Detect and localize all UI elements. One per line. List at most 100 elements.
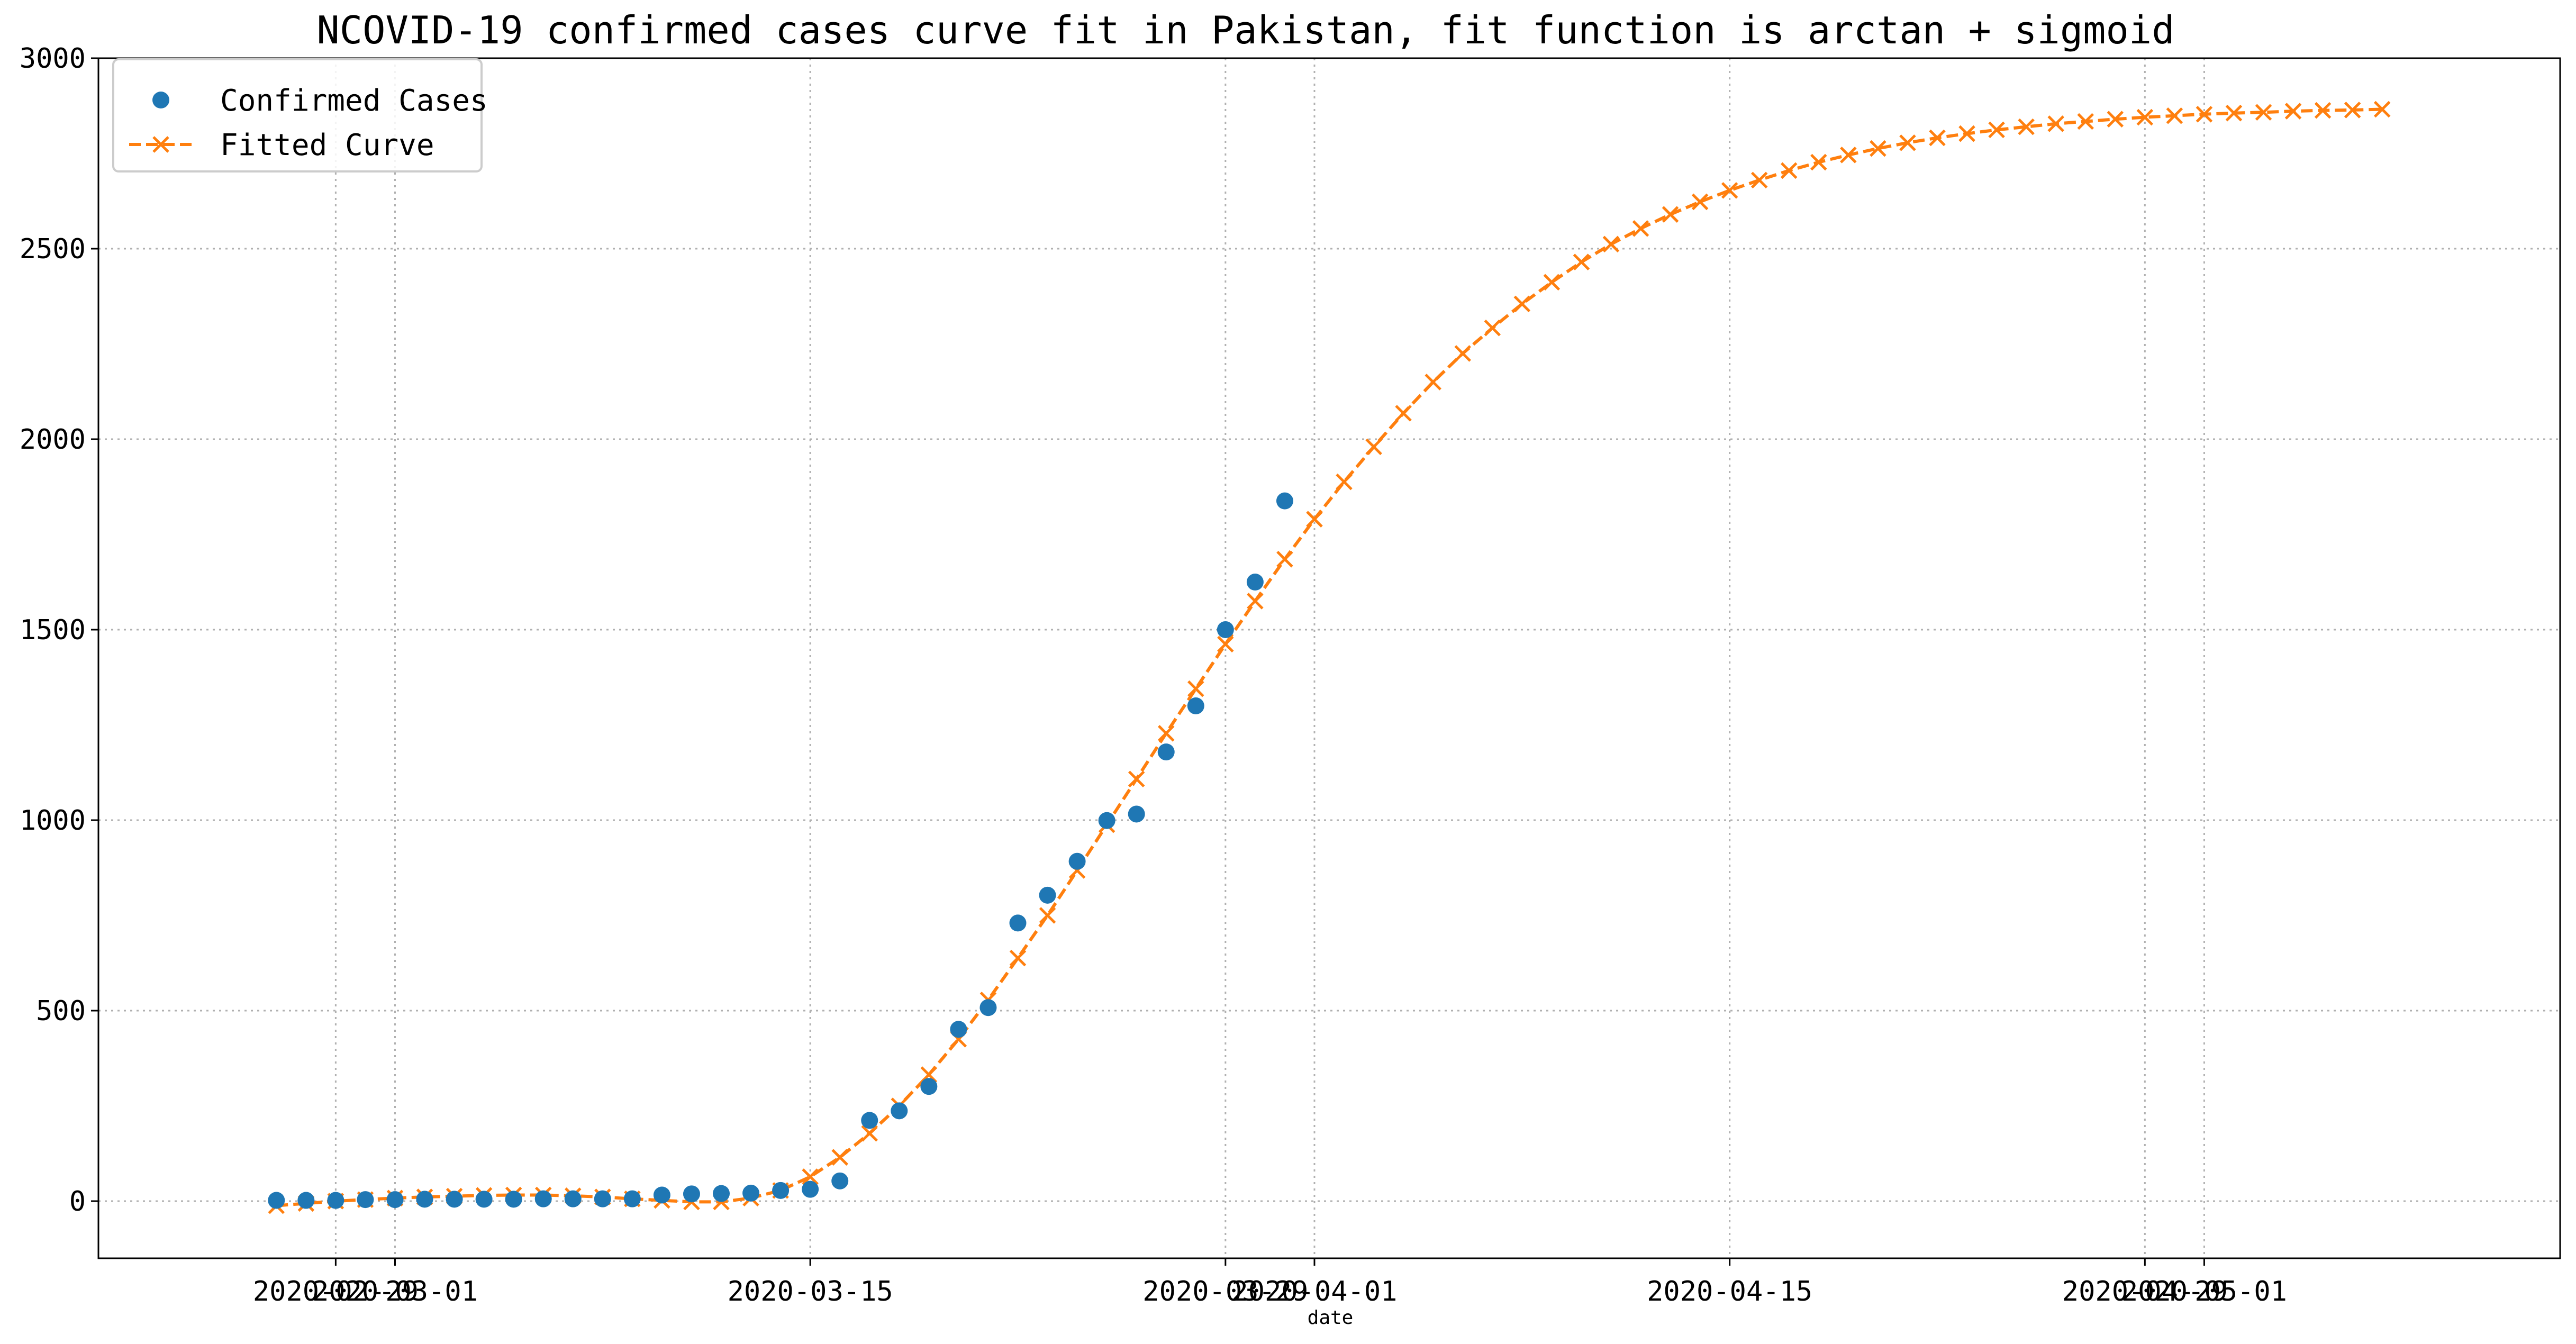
fitted-curve-point <box>1276 551 1293 568</box>
legend-box <box>112 58 483 172</box>
fitted-curve-point <box>2284 103 2302 120</box>
fitted-curve-point <box>1691 193 1709 211</box>
confirmed-case-point <box>623 1190 641 1207</box>
fitted-curve-point <box>1306 511 1323 528</box>
y-tick-label: 500 <box>36 995 86 1027</box>
axes-layer: 0500100015002000250030002020-02-292020-0… <box>20 43 2561 1307</box>
fitted-curve-point <box>2344 102 2361 119</box>
fitted-curve-point <box>1217 635 1234 653</box>
confirmed-case-point <box>653 1186 670 1204</box>
legend: Confirmed Cases Fitted Curve <box>112 58 488 172</box>
fitted-curve-point <box>1365 438 1382 456</box>
fitted-curve-line <box>276 107 2382 1207</box>
fitted-curve-point <box>1425 374 1441 391</box>
confirmed-case-point <box>1246 574 1264 591</box>
x-tick-label: 2020-04-01 <box>1231 1276 1397 1307</box>
fitted-curve-point <box>1513 295 1531 313</box>
confirmed-case-point <box>1157 743 1175 761</box>
confirmed-case-point <box>950 1021 967 1038</box>
x-tick-label: 2020-03-29 <box>1142 1276 1308 1307</box>
confirmed-case-point <box>1009 914 1027 932</box>
fitted-curve-point <box>2166 107 2183 124</box>
fitted-curve-point <box>2136 108 2154 126</box>
fitted-curve-point <box>2255 104 2272 121</box>
fitted-curve-point <box>1157 725 1175 742</box>
fitted-curve-point <box>831 1149 848 1166</box>
fitted-curve-point <box>1810 153 1827 171</box>
confirmed-case-point <box>416 1191 433 1208</box>
confirmed-case-point <box>386 1191 404 1209</box>
legend-label-fitted: Fitted Curve <box>220 128 434 162</box>
confirmed-case-point <box>297 1192 315 1209</box>
fitted-curve-point <box>2225 104 2243 122</box>
x-tick-label: 2020-04-15 <box>1647 1276 1812 1307</box>
y-tick-label: 3000 <box>20 43 86 75</box>
fitted-curve-point <box>861 1125 878 1142</box>
confirmed-case-point <box>357 1191 374 1209</box>
confirmed-case-point <box>1068 852 1086 870</box>
fitted-curve-point <box>1484 319 1501 337</box>
legend-marker-fitted <box>152 136 169 153</box>
confirmed-case-point <box>772 1182 790 1199</box>
fitted-curve-point <box>1632 220 1649 237</box>
confirmed-case-point <box>831 1172 849 1189</box>
fitted-curve-point <box>1187 680 1204 697</box>
fitted-curve-point <box>1780 162 1798 179</box>
plot-frame <box>97 57 2561 1259</box>
y-tick-label: 2000 <box>20 424 86 456</box>
confirmed-case-point <box>594 1190 611 1207</box>
y-tick-label: 2500 <box>20 233 86 265</box>
fitted-curve-point <box>1395 405 1412 422</box>
fitted-curve-point <box>1573 253 1590 270</box>
legend-label-confirmed: Confirmed Cases <box>220 84 488 118</box>
confirmed-case-point <box>505 1191 522 1208</box>
x-tick-label: 2020-03-15 <box>728 1276 893 1307</box>
confirmed-case-point <box>1098 812 1115 829</box>
confirmed-case-point <box>979 999 997 1016</box>
confirmed-case-point <box>1039 886 1056 904</box>
confirmed-case-point <box>920 1078 938 1095</box>
x-tick-label: 2020-05-01 <box>2121 1276 2287 1307</box>
confirmed-case-point <box>534 1190 552 1207</box>
fitted-curve-point <box>1336 473 1353 491</box>
fitted-curve-point <box>1039 907 1056 924</box>
confirmed-case-point <box>861 1112 878 1129</box>
confirmed-case-point <box>802 1180 819 1198</box>
fitted-curve-point <box>2314 102 2332 119</box>
fitted-curve-point <box>1543 274 1561 291</box>
confirmed-case-point <box>683 1185 700 1203</box>
fitted-curve-point <box>1840 147 1857 164</box>
confirmed-case-point <box>1128 805 1145 823</box>
confirmed-case-point <box>742 1184 760 1202</box>
confirmed-case-point <box>564 1190 582 1207</box>
fitted-curve-point <box>1602 235 1620 253</box>
confirmed-case-point <box>891 1102 908 1120</box>
fitted-curve-point <box>1929 129 1946 147</box>
fitted-curve-point <box>1454 345 1471 362</box>
x-axis-label: date <box>1308 1307 1354 1329</box>
fitted-curve-point <box>1662 206 1679 223</box>
y-tick-label: 0 <box>69 1186 86 1218</box>
fitted-curve-point <box>2196 106 2213 123</box>
fitted-curve-point <box>1750 171 1768 189</box>
fitted-curve-point <box>2107 111 2124 128</box>
fitted-curve-point <box>2077 113 2094 130</box>
fitted-curve-point <box>2373 101 2391 118</box>
confirmed-case-point <box>268 1192 285 1209</box>
fitted-curve-point <box>2047 115 2064 132</box>
confirmed-case-point <box>713 1185 730 1202</box>
fitted-curve-point <box>1870 140 1886 157</box>
fitted-curve-point <box>1958 125 1975 142</box>
fitted-curve-point <box>1899 134 1916 151</box>
fitted-curve-point <box>2018 118 2035 135</box>
legend-marker-confirmed <box>152 92 169 108</box>
fitted-curve-point <box>802 1168 819 1185</box>
series-layer <box>268 101 2391 1214</box>
confirmed-case-point <box>1187 697 1204 714</box>
x-tick-label: 2020-04-29 <box>2062 1276 2228 1307</box>
chart-title: NCOVID-19 confirmed cases curve fit in P… <box>316 8 2174 52</box>
fitted-curve-point <box>1128 770 1145 788</box>
x-tick-label: 2020-03-01 <box>312 1276 478 1307</box>
